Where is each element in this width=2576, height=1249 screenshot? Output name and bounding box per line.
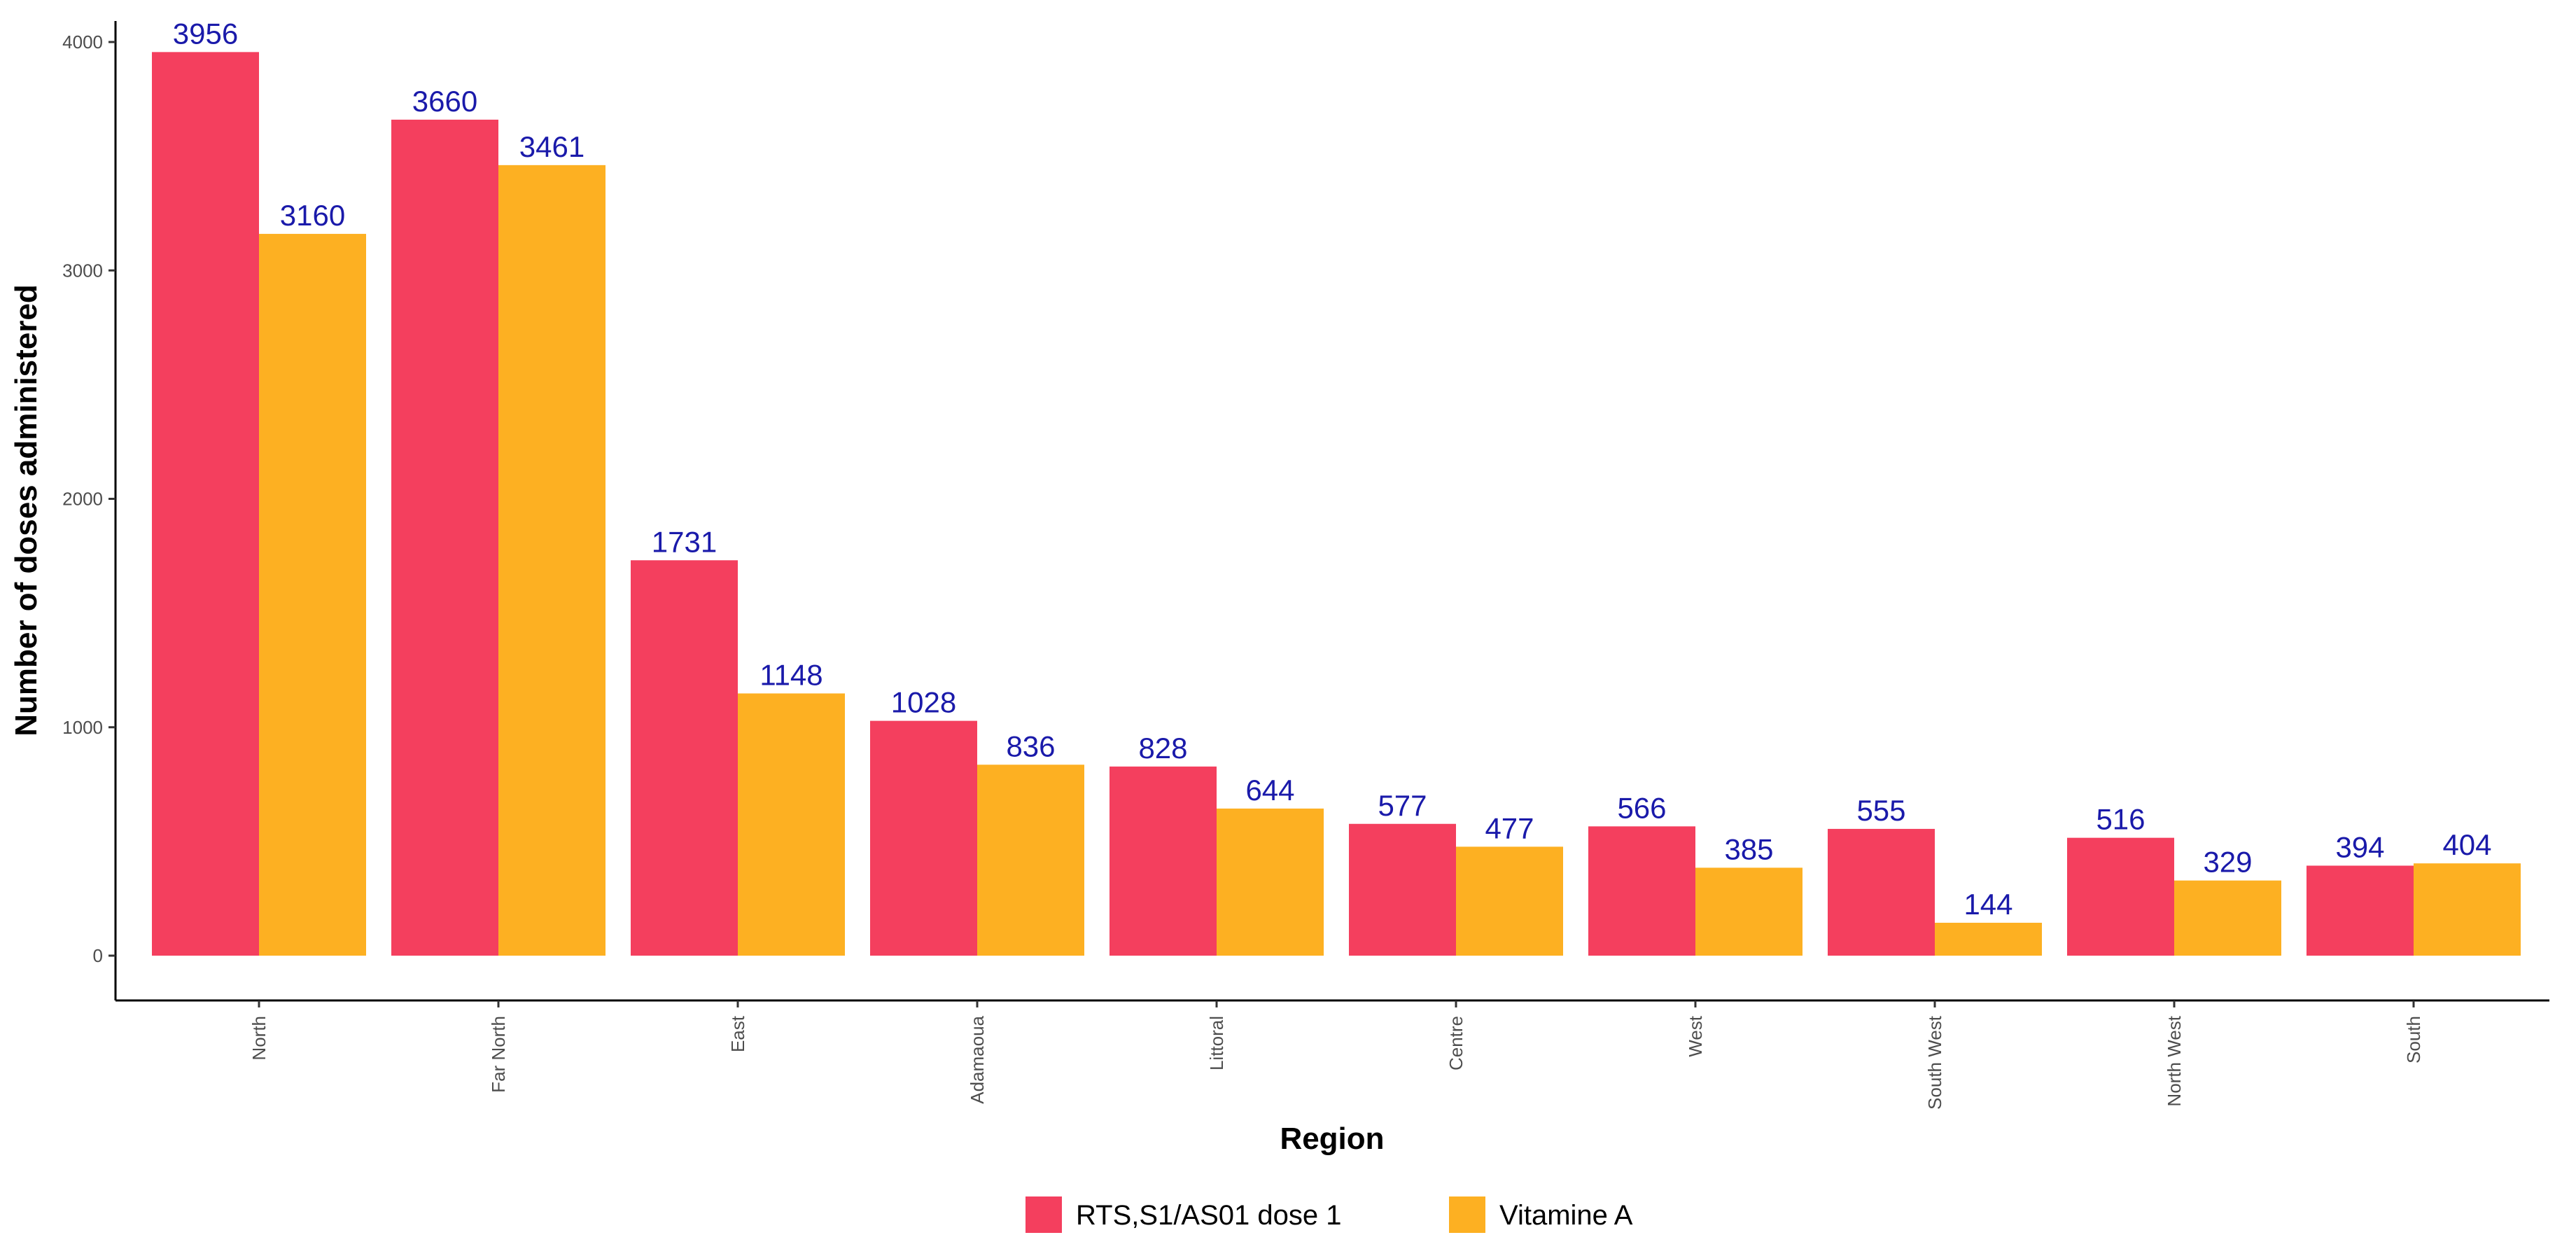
bar-rts [1828, 828, 1935, 956]
data-label: 385 [1724, 832, 1773, 865]
data-label: 404 [2442, 828, 2491, 861]
bar-vitamine-a [1456, 846, 1563, 956]
legend-label-rts: RTS,S1/AS01 dose 1 [1076, 1200, 1342, 1231]
data-label: 144 [1963, 888, 2012, 921]
data-label: 1731 [652, 525, 717, 558]
bar-vitamine-a [1217, 808, 1324, 956]
y-tick-label: 2000 [62, 489, 103, 510]
data-label: 577 [1378, 789, 1427, 822]
data-label: 477 [1485, 811, 1534, 844]
x-axis-title: Region [1280, 1122, 1384, 1156]
x-tick-label: East [727, 1015, 748, 1052]
data-label: 329 [2203, 846, 2252, 879]
bar-rts [152, 52, 259, 956]
bar-vitamine-a [259, 234, 366, 956]
bar-rts [631, 560, 738, 956]
data-label: 566 [1617, 791, 1666, 824]
data-label: 828 [1138, 732, 1187, 765]
bar-vitamine-a [738, 693, 845, 956]
bar-vitamine-a [1935, 923, 2042, 956]
data-label: 3660 [412, 85, 477, 118]
bar-rts [1588, 826, 1695, 956]
bar-rts [1349, 823, 1456, 956]
bar-rts [1110, 766, 1217, 956]
data-label: 1148 [760, 658, 822, 691]
axes [114, 21, 2549, 1002]
data-label: 516 [2096, 803, 2145, 836]
y-tick-label: 0 [93, 945, 103, 966]
data-label: 3956 [173, 17, 238, 50]
data-label: 3461 [519, 130, 584, 163]
bar-rts [391, 119, 498, 956]
bar-vitamine-a [977, 765, 1084, 956]
data-labels: 3956 3660 1731 1028 828 577 566 555 516 394 3160 34… [173, 17, 2492, 921]
x-tick-label: Centre [1446, 1016, 1466, 1070]
legend: RTS,S1/AS01 dose 1 Vitamine A [1026, 1196, 1633, 1233]
bar-vitamine-a [498, 165, 606, 956]
x-tick-label: South West [1924, 1015, 1945, 1110]
y-tick-label: 4000 [62, 32, 103, 53]
x-tick-label: West [1685, 1015, 1706, 1057]
x-tick-label: North [248, 1016, 270, 1061]
x-tick-label: South [2403, 1016, 2424, 1063]
data-label: 1028 [891, 686, 956, 719]
bar-rts [870, 720, 977, 956]
bar-vitamine-a [1695, 867, 1802, 956]
legend-swatch-vitamine-a [1449, 1196, 1485, 1233]
bar-vitamine-a [2414, 863, 2521, 956]
x-tick-label: Far North [488, 1016, 509, 1093]
y-axis-title: Number of doses administered [9, 284, 43, 736]
x-tick-label: Littoral [1206, 1016, 1227, 1070]
data-label: 836 [1006, 730, 1055, 762]
legend-label-vitamine-a: Vitamine A [1499, 1200, 1633, 1231]
bar-rts [2306, 865, 2414, 956]
y-tick-label: 3000 [62, 260, 103, 281]
legend-swatch-rts [1026, 1196, 1062, 1233]
x-tick-label: North West [2164, 1015, 2185, 1106]
y-tick-label: 1000 [62, 717, 103, 738]
data-label: 555 [1856, 794, 1905, 827]
x-tick-label: Adamaoua [967, 1015, 988, 1103]
bar-vitamine-a [2174, 880, 2281, 956]
data-label: 644 [1245, 774, 1294, 807]
y-axis-ticks: 0 1000 2000 3000 4000 [62, 32, 115, 966]
data-label: 394 [2335, 830, 2384, 863]
bars [152, 52, 2521, 956]
data-label: 3160 [280, 199, 345, 232]
x-axis-ticks: North Far North East Adamaoua Littoral Centre… [248, 1000, 2424, 1110]
bar-rts [2067, 837, 2174, 956]
